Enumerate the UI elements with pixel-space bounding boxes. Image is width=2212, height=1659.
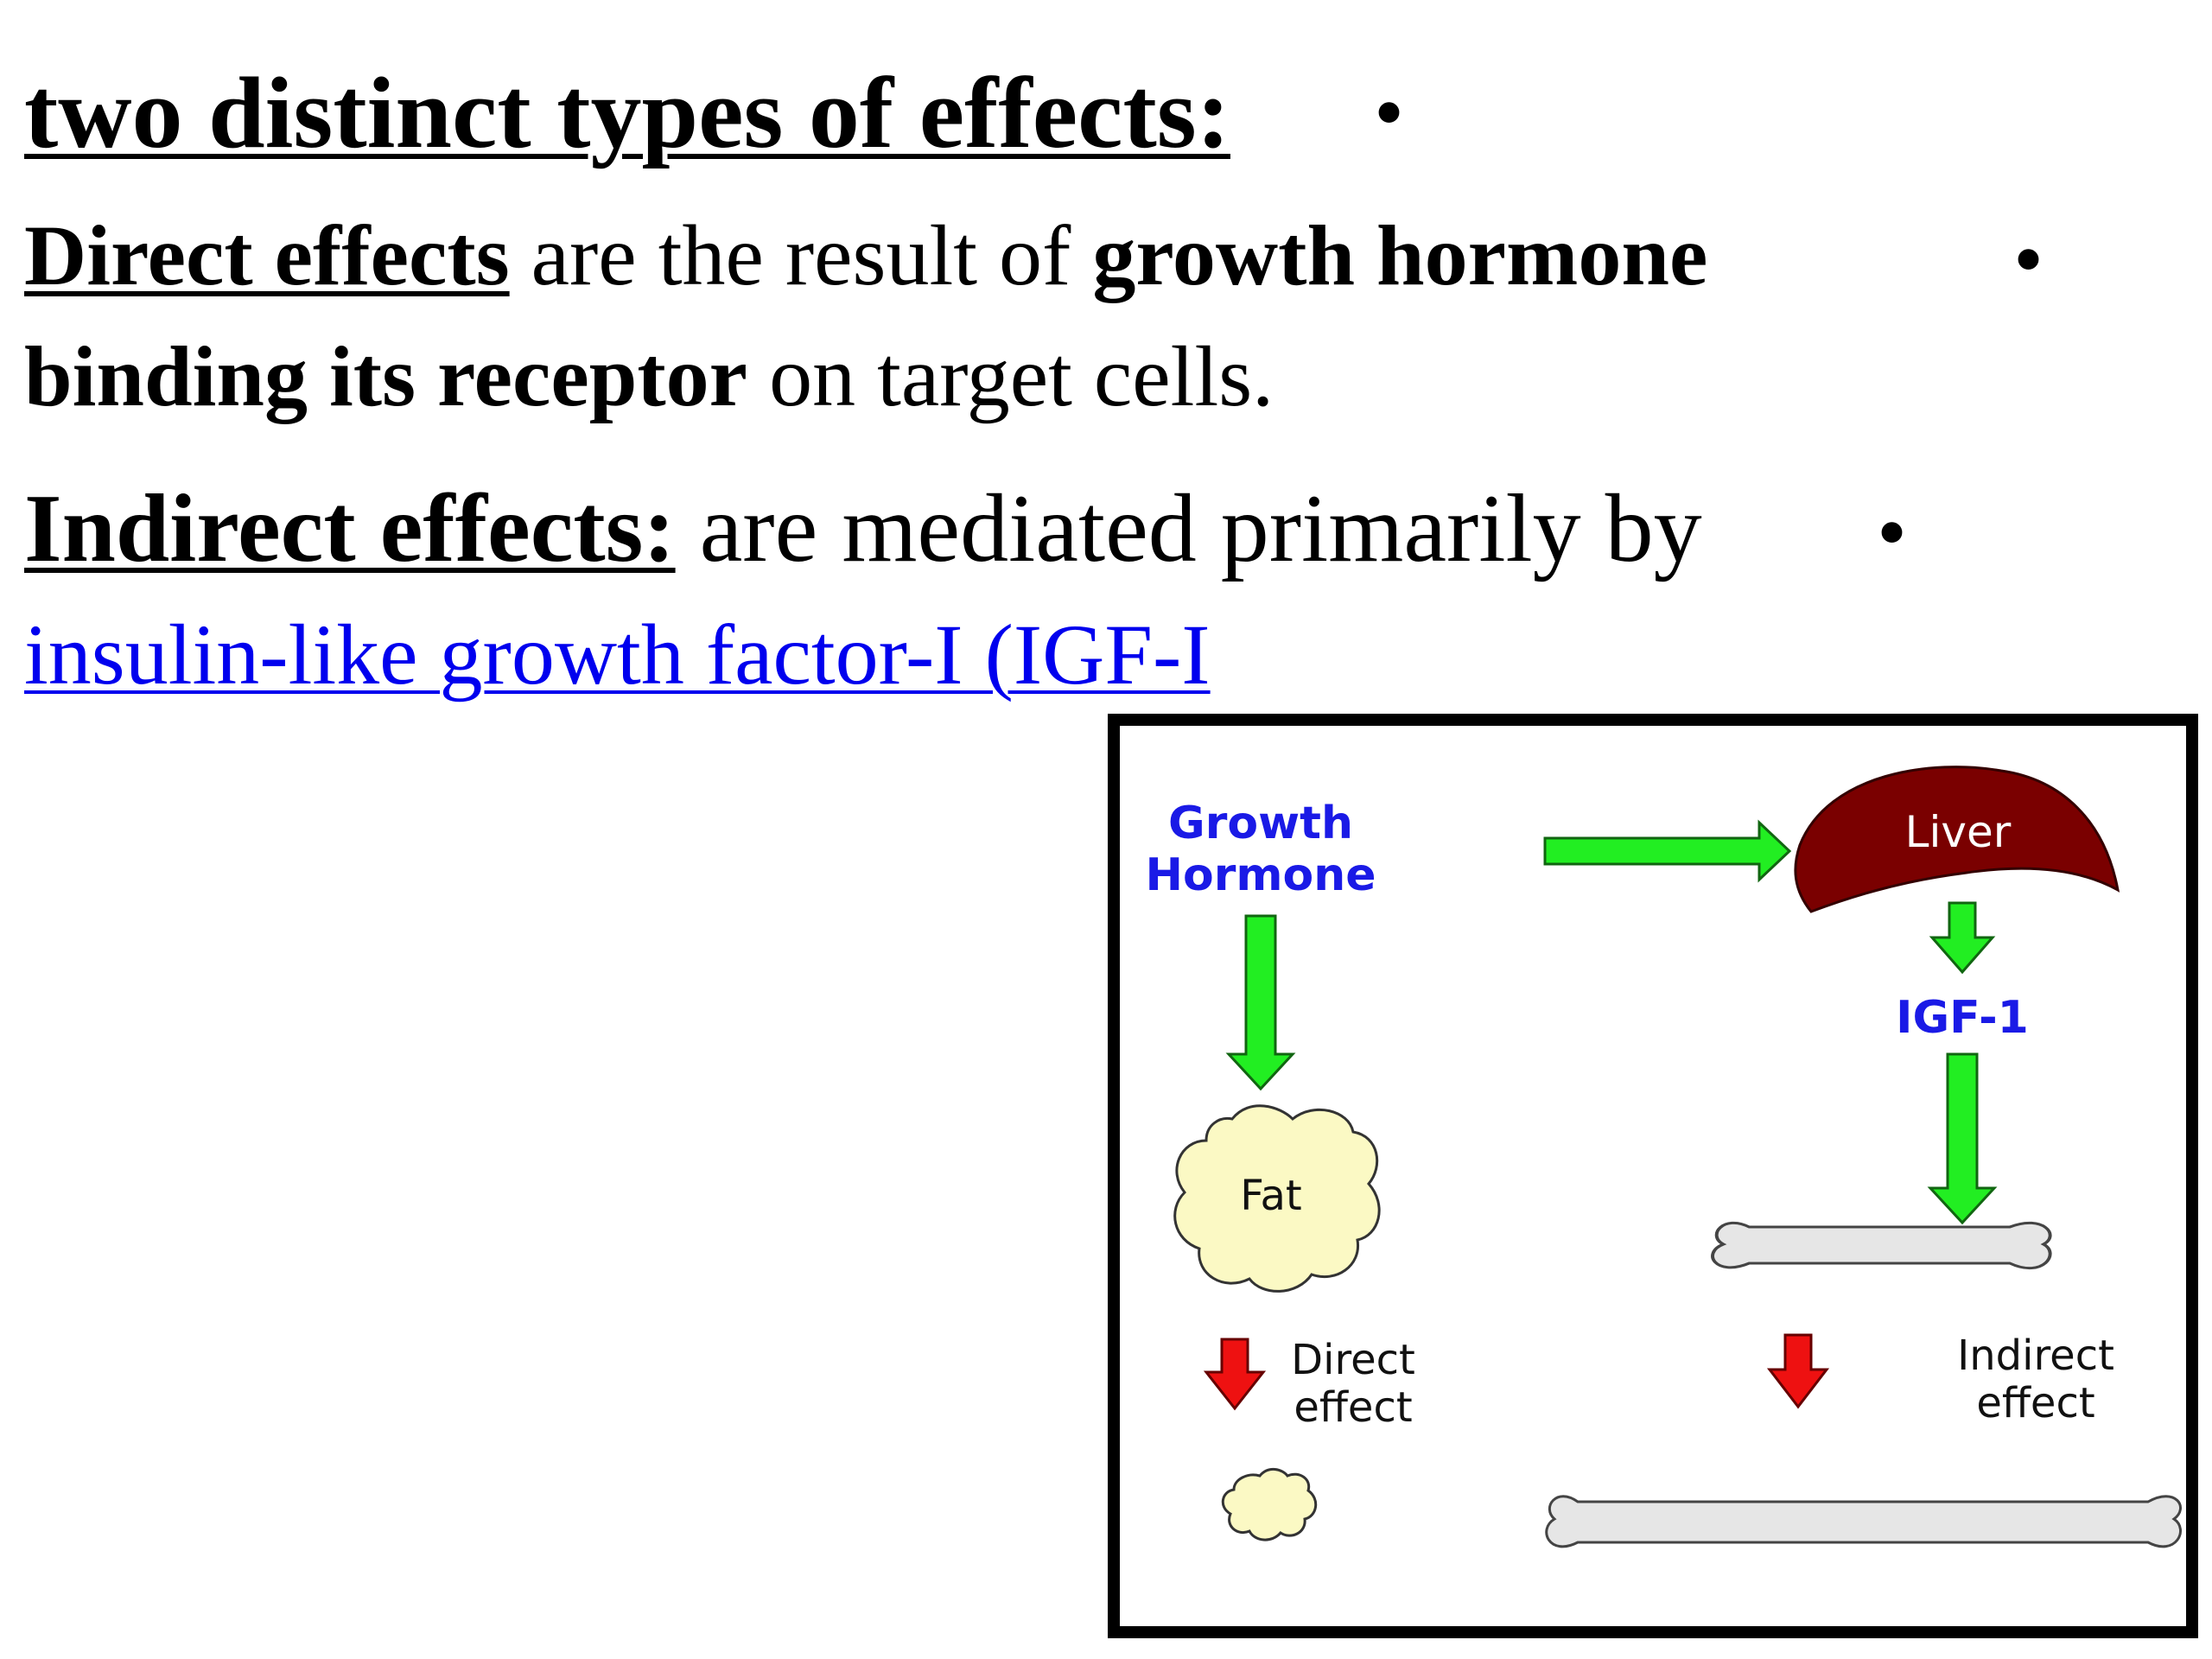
direct-line-2: binding its receptor on target cells. [24,334,1274,420]
direct-bold-1: growth hormone [1092,207,1708,303]
direct-text-2: on target cells. [747,328,1274,424]
bone-bottom [1545,1495,2182,1548]
arrow-down-green [1929,901,1996,975]
direct-line-1: Direct effects are the result of growth … [24,213,1707,299]
fat-cell [1173,1104,1381,1293]
fat-label: Fat [1240,1172,1301,1220]
growth-hormone-effects-diagram: Growth Hormone Liver IGF-1 Fat Direct ef… [1108,714,2198,1638]
direct-bold-2: binding its receptor [24,328,748,424]
indirect-line-1: Indirect effects: are mediated primarily… [24,480,1702,577]
direct-effect-label-2: effect [1294,1383,1412,1432]
bullet: • [1374,64,1405,160]
arrow-down-red [1203,1338,1267,1411]
arrow-right-green [1543,819,1792,883]
indirect-effect-label-2: effect [1976,1379,2094,1427]
direct-text-1: are the result of [509,207,1093,303]
diagram-canvas: Growth Hormone Liver IGF-1 Fat Direct ef… [1145,766,2182,1548]
direct-effect-label-1: Direct [1291,1336,1415,1384]
indirect-line-2: insulin-like growth factor-I (IGF-I [24,612,1211,698]
arrow-down-green [1927,1052,1998,1225]
heading-line: two distinct types of effects: [24,62,1230,164]
indirect-text-1: are mediated primarily by [675,475,1702,582]
liver-shape [1794,766,2120,913]
indirect-effects-term: Indirect effects: [24,475,676,582]
igf1-link[interactable]: insulin-like growth factor-I (IGF-I [24,607,1211,702]
growth-hormone-label-2: Hormone [1145,849,1376,901]
indirect-effect-label-1: Indirect [1957,1332,2114,1380]
bone-top [1711,1221,2052,1270]
bullet: • [2013,211,2044,307]
arrow-down-green [1225,914,1296,1091]
direct-effects-term: Direct effects [24,207,510,303]
bullet: • [1877,484,1908,580]
arrow-down-red [1766,1333,1830,1409]
heading-text: two distinct types of effects: [24,56,1230,169]
liver-label: Liver [1905,807,2012,857]
fat-cell-small [1221,1468,1318,1541]
growth-hormone-label-1: Growth [1168,798,1353,849]
igf1-label: IGF-1 [1896,992,2029,1044]
